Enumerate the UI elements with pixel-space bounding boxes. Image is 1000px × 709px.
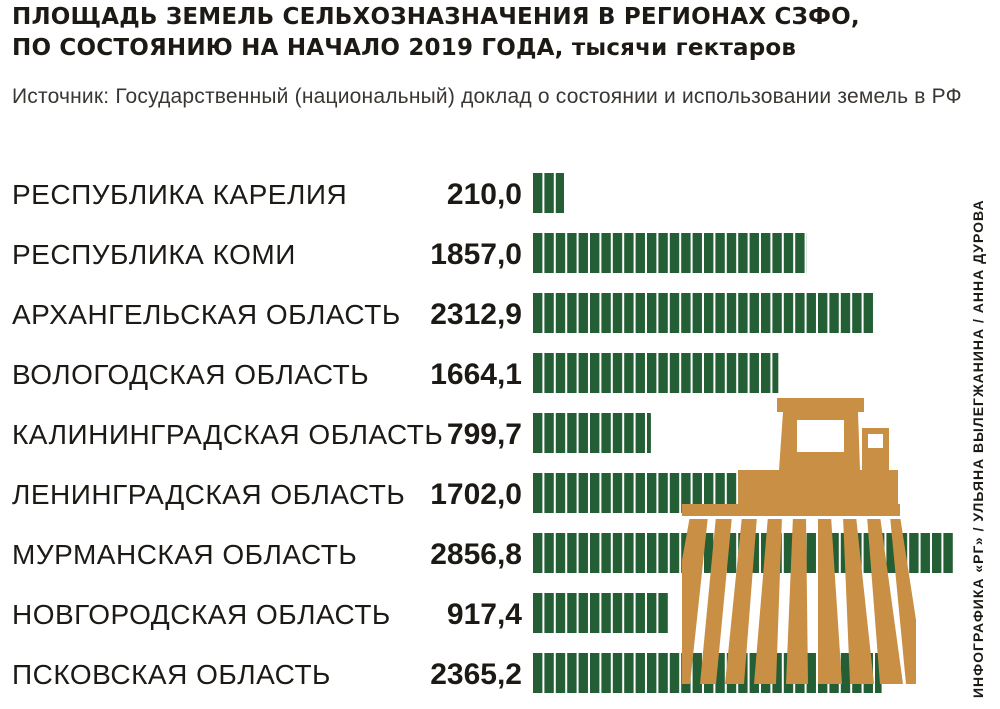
- chart-title: ПЛОЩАДЬ ЗЕМЕЛЬ СЕЛЬХОЗНАЗНАЧЕНИЯ В РЕГИО…: [12, 2, 972, 64]
- value-label: 917,4: [447, 598, 522, 631]
- category-label: ВОЛОГОДСКАЯ ОБЛАСТЬ: [12, 359, 369, 390]
- value-label: 2856,8: [430, 538, 522, 571]
- bar: [533, 593, 669, 633]
- value-label: 2365,2: [430, 658, 522, 691]
- infographic-credit: ИНФОГРАФИКА «РГ» / УЛЬЯНА ВЫЛЕГЖАНИНА / …: [970, 199, 986, 698]
- value-label: 1857,0: [430, 238, 522, 271]
- bar: [533, 173, 564, 213]
- category-label: КАЛИНИНГРАДСКАЯ ОБЛАСТЬ: [12, 419, 443, 450]
- category-label: НОВГОРОДСКАЯ ОБЛАСТЬ: [12, 599, 391, 630]
- bar: [533, 413, 651, 453]
- category-labels: РЕСПУБЛИКА КАРЕЛИЯ РЕСПУБЛИКА КОМИ АРХАНГЕ…: [12, 179, 443, 690]
- value-labels: 210,0 1857,0 2312,9 1664,1 799,7 1702,0 2856,8…: [430, 178, 522, 691]
- bar: [533, 293, 874, 333]
- value-label: 210,0: [447, 178, 522, 211]
- source-note: Источник: Государственный (национальный)…: [12, 85, 962, 108]
- title-line-1: ПЛОЩАДЬ ЗЕМЕЛЬ СЕЛЬХОЗНАЗНАЧЕНИЯ В РЕГИО…: [12, 4, 860, 30]
- category-label: РЕСПУБЛИКА КОМИ: [12, 239, 296, 270]
- bar: [533, 233, 807, 273]
- category-label: МУРМАНСКАЯ ОБЛАСТЬ: [12, 539, 357, 570]
- value-label: 1664,1: [430, 358, 522, 391]
- title-line-2: ПО СОСТОЯНИЮ НА НАЧАЛО 2019 ГОДА,: [12, 35, 564, 61]
- category-label: РЕСПУБЛИКА КАРЕЛИЯ: [12, 179, 347, 210]
- bar: [533, 353, 779, 393]
- value-label: 2312,9: [430, 298, 522, 331]
- tractor-icon: [682, 398, 916, 684]
- category-label: АРХАНГЕЛЬСКАЯ ОБЛАСТЬ: [12, 299, 401, 330]
- title-unit: тысячи гектаров: [571, 35, 797, 61]
- value-label: 799,7: [447, 418, 522, 451]
- category-label: ЛЕНИНГРАДСКАЯ ОБЛАСТЬ: [12, 479, 405, 510]
- category-label: ПСКОВСКАЯ ОБЛАСТЬ: [12, 659, 331, 690]
- value-label: 1702,0: [430, 478, 522, 511]
